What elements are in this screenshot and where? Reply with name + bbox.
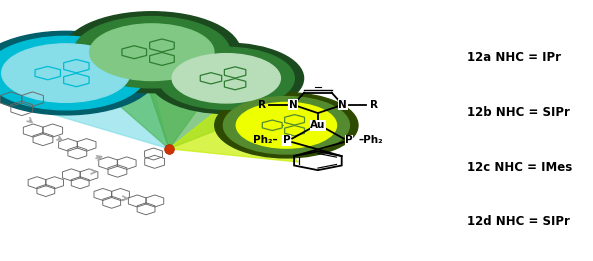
Circle shape xyxy=(224,97,349,154)
Circle shape xyxy=(215,93,358,158)
Text: N: N xyxy=(289,100,298,110)
Text: 12d NHC = SIPr: 12d NHC = SIPr xyxy=(467,215,570,228)
Circle shape xyxy=(0,36,146,110)
Text: Au: Au xyxy=(310,120,326,130)
Polygon shape xyxy=(169,96,298,162)
Text: P: P xyxy=(345,135,353,145)
Text: –Ph₂: –Ph₂ xyxy=(358,135,383,145)
Polygon shape xyxy=(75,61,232,149)
Text: 12a NHC = IPr: 12a NHC = IPr xyxy=(467,51,561,64)
Circle shape xyxy=(74,17,230,88)
Circle shape xyxy=(149,43,304,114)
Polygon shape xyxy=(14,65,169,149)
Text: 12b NHC = SIPr: 12b NHC = SIPr xyxy=(467,106,570,119)
Circle shape xyxy=(63,12,241,93)
Polygon shape xyxy=(144,76,292,149)
Text: R: R xyxy=(257,100,266,110)
Text: 12c NHC = IMes: 12c NHC = IMes xyxy=(467,161,572,174)
Text: R: R xyxy=(370,100,378,110)
Text: Ph₂–: Ph₂– xyxy=(253,135,278,145)
Text: N: N xyxy=(338,100,347,110)
Circle shape xyxy=(90,24,214,80)
Text: P: P xyxy=(283,135,291,145)
Circle shape xyxy=(236,102,336,148)
Circle shape xyxy=(2,44,130,102)
Circle shape xyxy=(158,47,294,109)
Circle shape xyxy=(0,31,158,115)
Circle shape xyxy=(172,54,280,103)
